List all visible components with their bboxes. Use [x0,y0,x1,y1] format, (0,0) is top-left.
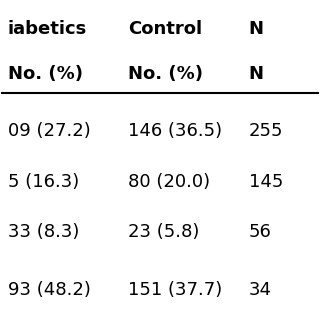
Text: 5 (16.3): 5 (16.3) [8,173,79,191]
Text: 145: 145 [249,173,283,191]
Text: 23 (5.8): 23 (5.8) [128,223,200,242]
Text: 80 (20.0): 80 (20.0) [128,173,211,191]
Text: 33 (8.3): 33 (8.3) [8,223,79,242]
Text: No. (%): No. (%) [8,65,83,83]
Text: 56: 56 [249,223,272,242]
Text: 146 (36.5): 146 (36.5) [128,122,222,140]
Text: 93 (48.2): 93 (48.2) [8,281,91,299]
Text: 34: 34 [249,281,272,299]
Text: N: N [249,20,264,38]
Text: No. (%): No. (%) [128,65,203,83]
Text: Control: Control [128,20,203,38]
Text: 151 (37.7): 151 (37.7) [128,281,222,299]
Text: N: N [249,65,264,83]
Text: 09 (27.2): 09 (27.2) [8,122,91,140]
Text: 255: 255 [249,122,283,140]
Text: iabetics: iabetics [8,20,87,38]
